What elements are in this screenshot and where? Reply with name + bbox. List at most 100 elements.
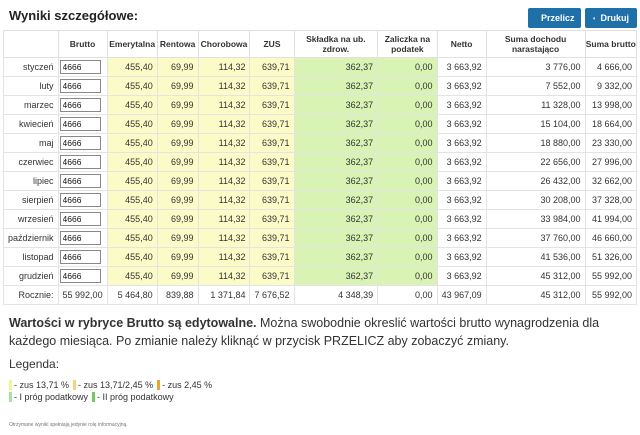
disability-cell: 69,99 [156,209,199,229]
zus-cell: 639,71 [249,266,295,286]
brutto-cell [57,133,108,153]
tax-advance-cell: 0,00 [377,171,438,191]
column-header-chorobowa-col: Chorobowa [197,30,251,58]
brutto-cell [57,266,108,286]
brutto-input[interactable] [59,174,101,188]
month-label: luty [3,76,59,96]
brutto-input[interactable] [59,155,101,169]
netto-cell: 3 663,92 [436,114,487,134]
brutto-input[interactable] [59,231,101,245]
legend: - zus 13,71 % - zus 13,71/2,45 % - zus 2… [9,379,216,403]
disability-cell: 69,99 [156,95,199,115]
total-suma_doch: 45 312,00 [485,285,586,305]
month-label: grudzień [3,266,59,286]
netto-cell: 3 663,92 [436,133,487,153]
tax-advance-cell: 0,00 [377,266,438,286]
gross-sum-cell: 27 996,00 [584,152,638,172]
brutto-cell [57,114,108,134]
month-label: wrzesień [3,209,59,229]
column-header-zus-col: ZUS [249,30,295,58]
disability-cell: 69,99 [156,247,199,267]
cumulative-income-cell: 33 984,00 [485,209,586,229]
month-label: styczeń [3,57,59,77]
zus-cell: 639,71 [249,57,295,77]
cumulative-income-cell: 7 552,00 [485,76,586,96]
sickness-cell: 114,32 [197,114,251,134]
month-label: kwiecień [3,114,59,134]
health-cell: 362,37 [293,133,379,153]
brutto-input[interactable] [59,269,101,283]
column-header-cumulative-income-col: Suma dochodu narastająco [485,30,586,58]
total-rentowa: 839,88 [156,285,199,305]
legend-item-zus-245: - zus 2,45 % [157,379,212,391]
legend-item-zus-1371: - zus 13,71 % [9,379,69,391]
cumulative-income-cell: 15 104,00 [485,114,586,134]
table-row: sierpień 455,4069,99114,32639,71362,370,0… [3,190,638,210]
legend-label: - zus 2,45 % [162,380,213,390]
gross-sum-cell: 18 664,00 [584,114,638,134]
brutto-input[interactable] [59,193,101,207]
table-row: marzec 455,4069,99114,32639,71362,370,003… [3,95,638,115]
tax-advance-cell: 0,00 [377,228,438,248]
month-label: maj [3,133,59,153]
sickness-cell: 114,32 [197,95,251,115]
sickness-cell: 114,32 [197,76,251,96]
zus-cell: 639,71 [249,114,295,134]
brutto-input[interactable] [59,136,101,150]
brutto-input[interactable] [59,117,101,131]
table-row: wrzesień 455,4069,99114,32639,71362,370,0… [3,209,638,229]
tax-advance-cell: 0,00 [377,247,438,267]
disability-cell: 69,99 [156,133,199,153]
legend-swatch-light-green [9,392,12,402]
legend-label: - zus 13,71 % [14,380,70,390]
brutto-input[interactable] [59,212,101,226]
cumulative-income-cell: 37 760,00 [485,228,586,248]
brutto-input[interactable] [59,250,101,264]
brutto-input[interactable] [59,60,101,74]
brutto-cell [57,152,108,172]
print-button[interactable]: Drukuj [585,8,637,28]
tax-advance-cell: 0,00 [377,114,438,134]
pension-cell: 455,40 [106,247,158,267]
legend-swatch-yellow [9,380,12,390]
legend-row-tax: - I próg podatkowy - II próg podatkowy [9,391,216,403]
legend-row-zus: - zus 13,71 % - zus 13,71/2,45 % - zus 2… [9,379,216,391]
column-header-tax-advance-col: Zaliczka na podatek [377,30,438,58]
netto-cell: 3 663,92 [436,247,487,267]
brutto-input[interactable] [59,98,101,112]
netto-cell: 3 663,92 [436,57,487,77]
netto-cell: 3 663,92 [436,152,487,172]
legend-swatch-orange [157,380,161,390]
brutto-cell [57,171,108,191]
pension-cell: 455,40 [106,190,158,210]
legend-label: - II próg podatkowy [97,392,174,402]
netto-cell: 3 663,92 [436,190,487,210]
total-row: Rocznie: 55 992,00 5 464,80 839,88 1 371,84 7… [3,285,638,305]
sickness-cell: 114,32 [197,228,251,248]
cumulative-income-cell: 18 880,00 [485,133,586,153]
disability-cell: 69,99 [156,228,199,248]
total-netto: 43 967,09 [436,285,487,305]
brutto-input[interactable] [59,79,101,93]
pension-cell: 455,40 [106,114,158,134]
total-label: Rocznie: [3,285,59,305]
page-title: Wyniki szczegółowe: [9,8,139,23]
total-suma_brutto: 55 992,00 [584,285,638,305]
pension-cell: 455,40 [106,209,158,229]
health-cell: 362,37 [293,247,379,267]
health-cell: 362,37 [293,95,379,115]
total-emerytalna: 5 464,80 [106,285,158,305]
cumulative-income-cell: 41 536,00 [485,247,586,267]
recalculate-button[interactable]: Przelicz [528,8,581,28]
netto-cell: 3 663,92 [436,171,487,191]
results-header: Wyniki szczegółowe: Przelicz Drukuj [0,0,640,30]
zus-cell: 639,71 [249,76,295,96]
zus-cell: 639,71 [249,152,295,172]
brutto-cell [57,76,108,96]
column-header-health-contribution-col: Składka na ub. zdrow. [293,30,379,58]
health-cell: 362,37 [293,190,379,210]
tax-advance-cell: 0,00 [377,57,438,77]
disability-cell: 69,99 [156,152,199,172]
sickness-cell: 114,32 [197,266,251,286]
